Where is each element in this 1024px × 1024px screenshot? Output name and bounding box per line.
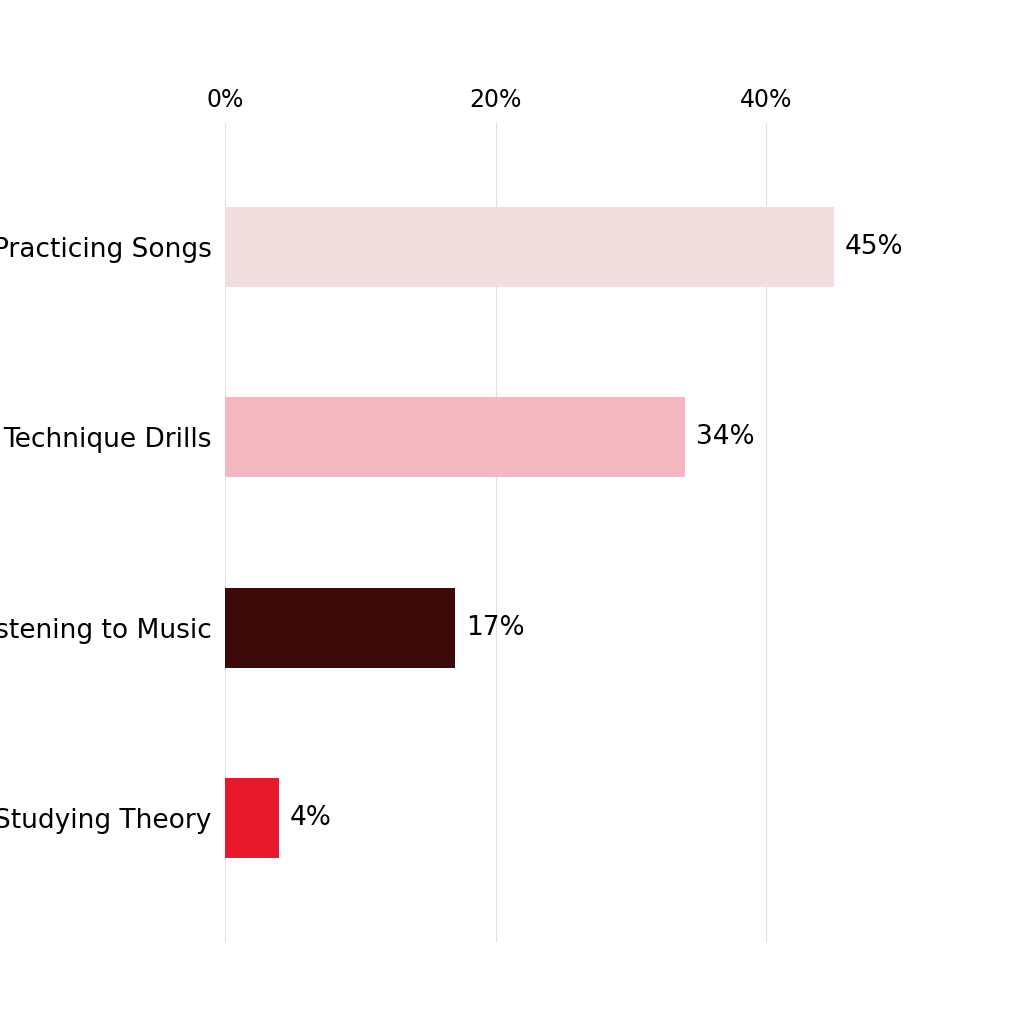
Text: 17%: 17% xyxy=(466,614,524,641)
Text: 45%: 45% xyxy=(845,233,903,260)
Bar xyxy=(225,207,834,287)
Text: 4%: 4% xyxy=(290,805,332,831)
Bar xyxy=(225,778,280,858)
Bar xyxy=(225,588,455,668)
Text: 34%: 34% xyxy=(695,424,755,451)
Bar xyxy=(225,397,685,477)
